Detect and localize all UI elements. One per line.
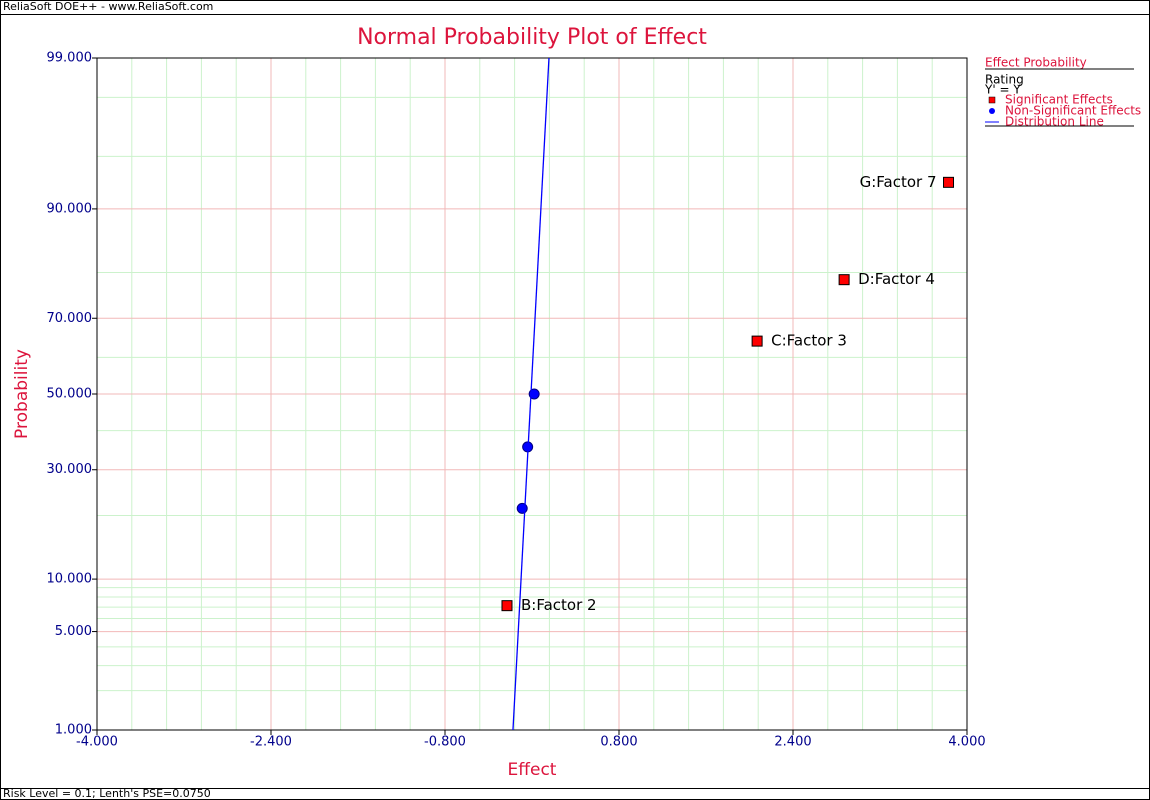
- legend-label: Distribution Line: [1005, 115, 1104, 129]
- y-tick-label: 50.000: [47, 387, 93, 402]
- data-point: [751, 335, 763, 347]
- x-tick-label: 4.000: [948, 735, 985, 750]
- y-axis-label: Probability: [12, 349, 32, 439]
- footer-text: Risk Level = 0.1; Lenth's PSE=0.0750: [3, 787, 211, 800]
- x-tick-label: -4.000: [76, 735, 118, 750]
- point-label: C:Factor 3: [771, 332, 847, 350]
- chart-title: Normal Probability Plot of Effect: [357, 25, 707, 50]
- legend-note: Y' = Y: [984, 83, 1021, 97]
- header-text: ReliaSoft DOE++ - www.ReliaSoft.com: [3, 0, 213, 13]
- x-tick-label: -2.400: [250, 735, 292, 750]
- point-label: D:Factor 4: [858, 270, 935, 288]
- data-point: [501, 600, 513, 612]
- point-label: G:Factor 7: [860, 173, 937, 191]
- y-tick-label: 30.000: [47, 462, 93, 477]
- legend-marker: [989, 108, 995, 114]
- legend-subtitle: Rating: [985, 73, 1024, 87]
- x-tick-label: -0.800: [424, 735, 466, 750]
- y-tick-label: 10.000: [47, 572, 93, 587]
- x-tick-label: 2.400: [774, 735, 811, 750]
- y-tick-label: 90.000: [47, 201, 93, 216]
- distribution-line: [512, 57, 550, 731]
- grid: [96, 57, 968, 731]
- data-point: [516, 502, 528, 514]
- legend-title: Effect Probability: [985, 56, 1087, 70]
- legend-label: Non-Significant Effects: [1005, 104, 1141, 118]
- x-tick-label: 0.800: [600, 735, 637, 750]
- y-tick-label: 70.000: [47, 311, 93, 326]
- y-tick-label: 1.000: [55, 723, 92, 738]
- legend: Effect Probability Rating Y' = Y Signifi…: [984, 56, 1141, 129]
- data-point: [838, 274, 850, 286]
- point-label: B:Factor 2: [521, 596, 597, 614]
- legend-marker: [988, 96, 996, 104]
- x-axis-label: Effect: [508, 760, 557, 780]
- y-tick-label: 99.000: [47, 51, 93, 66]
- legend-label: Significant Effects: [1005, 93, 1113, 107]
- data-point: [943, 176, 955, 188]
- y-tick-label: 5.000: [55, 624, 92, 639]
